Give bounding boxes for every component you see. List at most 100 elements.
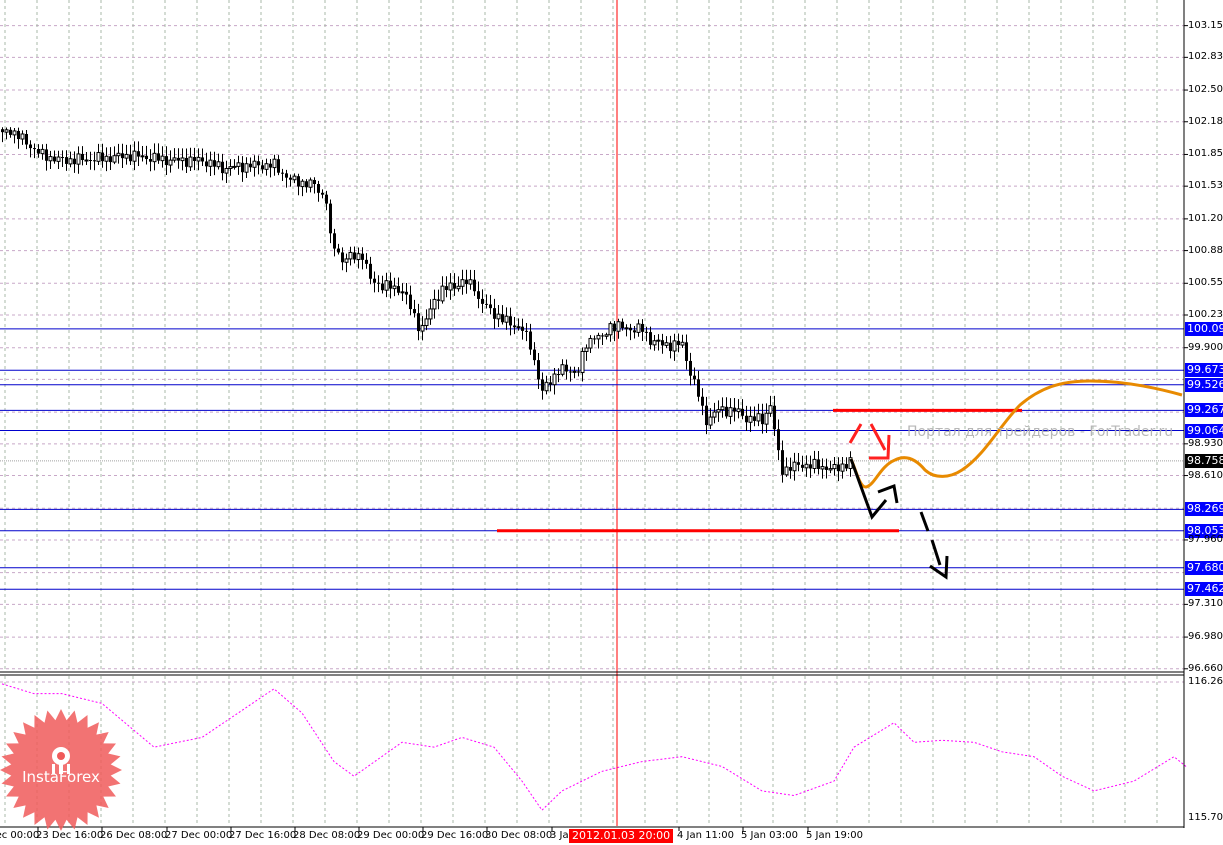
candle-body: [361, 253, 364, 260]
candle-body: [348, 251, 353, 260]
candle-body: [677, 340, 680, 346]
candle-body: [513, 325, 516, 328]
price-tick-label: 102.500: [1188, 84, 1223, 96]
candle-body: [477, 291, 480, 299]
candle-body: [344, 258, 349, 263]
candle-body: [53, 156, 56, 162]
candle-body: [672, 340, 677, 352]
candle-body: [649, 332, 652, 345]
candle-body: [249, 163, 252, 168]
candle-body: [413, 309, 416, 314]
candle-body: [252, 160, 257, 168]
candle-body: [377, 282, 380, 284]
level-price-label: 100.09: [1185, 321, 1223, 336]
candle-body: [453, 283, 456, 289]
time-tick-label: 23 Dec 00:00: [0, 830, 40, 841]
candle-body: [116, 152, 121, 157]
candle-body: [837, 464, 840, 472]
candle-body: [61, 157, 64, 159]
candle-body: [313, 180, 316, 185]
time-tick-label: 26 Dec 08:00: [100, 830, 168, 841]
candle-body: [768, 405, 773, 414]
forecast-arrow-red: [848, 423, 891, 460]
candle-body: [685, 342, 688, 361]
bid-price-label: 98.758: [1185, 453, 1223, 468]
candle-body: [465, 279, 468, 285]
candle-body: [145, 155, 148, 160]
candle-body: [440, 285, 445, 302]
candle-body: [369, 263, 372, 279]
candle-body: [693, 375, 696, 380]
candle-body: [109, 156, 112, 163]
candle-body: [832, 463, 837, 470]
price-tick-label: 101.530: [1188, 180, 1223, 192]
price-tick-label: 100.230: [1188, 309, 1223, 320]
candle-body: [584, 347, 589, 352]
candle-body: [93, 160, 96, 162]
candle-body: [504, 315, 509, 323]
candle-body: [716, 409, 721, 413]
candle-body: [764, 412, 769, 425]
candle-body: [565, 364, 568, 372]
candle-body: [501, 314, 504, 323]
candle-body: [420, 325, 425, 332]
candle-body: [516, 326, 521, 329]
candle-body: [305, 181, 308, 188]
time-tick-label: 23 Dec 16:00: [36, 830, 104, 841]
candle-body: [613, 323, 616, 332]
candle-body: [557, 374, 560, 376]
instaforex-logo: [0, 709, 122, 831]
price-tick-label: 101.200: [1188, 212, 1223, 224]
candle-body: [797, 462, 800, 465]
candle-body: [437, 299, 440, 301]
candle-body: [201, 157, 204, 162]
candle-body: [73, 158, 76, 165]
candle-body: [121, 153, 124, 159]
candle-body: [712, 411, 717, 418]
candle-body: [781, 450, 784, 475]
candle-body: [456, 285, 461, 290]
candle-body: [656, 339, 661, 342]
candle-body: [708, 416, 713, 426]
candle-body: [17, 130, 20, 140]
candle-body: [389, 280, 392, 289]
candle-body: [84, 159, 89, 162]
time-tick-label: 4 Jan 11:00: [677, 830, 734, 841]
candle-body: [281, 172, 284, 174]
candle-body: [601, 335, 604, 337]
candle-body: [669, 342, 672, 352]
price-tick-label: 102.830: [1188, 51, 1223, 63]
candle-body: [725, 406, 728, 417]
candle-body: [381, 283, 384, 291]
candle-body: [569, 371, 572, 373]
candle-body: [104, 155, 109, 162]
candle-body: [405, 291, 408, 295]
candle-body: [9, 129, 12, 135]
candle-body: [588, 337, 593, 349]
time-tick-label: 29 Dec 16:00: [421, 830, 489, 841]
candle-body: [621, 321, 624, 329]
candle-body: [321, 192, 324, 195]
candle-body: [481, 298, 484, 304]
price-tick-label: 101.850: [1188, 148, 1223, 160]
candle-body: [777, 429, 780, 451]
candle-body: [580, 350, 585, 374]
candle-body: [48, 156, 53, 162]
candle-body: [728, 407, 733, 417]
candle-body: [81, 153, 84, 161]
candle-body: [308, 179, 313, 188]
level-price-label: 99.267: [1185, 403, 1223, 418]
time-tick-label: 5 Jan 03:00: [741, 830, 798, 841]
candle-body: [801, 464, 804, 468]
candle-body: [828, 468, 833, 471]
candle-body: [277, 159, 280, 173]
logo-text: InstaForex: [22, 768, 100, 786]
candle-body: [533, 349, 536, 361]
gear-icon: [52, 747, 70, 774]
candle-body: [664, 342, 669, 346]
candle-body: [112, 155, 117, 163]
candle-body: [272, 158, 277, 169]
price-tick-label: 97.310: [1188, 598, 1223, 610]
candle-body: [160, 155, 165, 162]
